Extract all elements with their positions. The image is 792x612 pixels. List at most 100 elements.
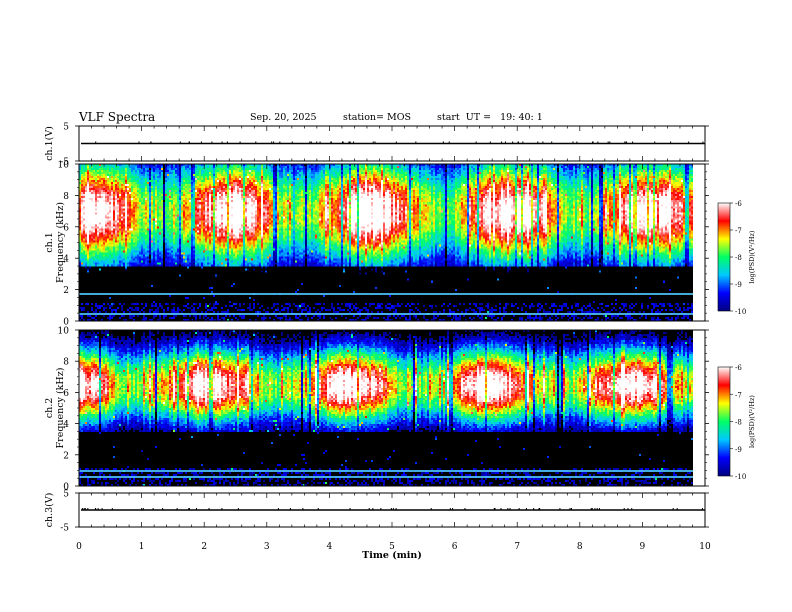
waveform-spike (226, 141, 228, 144)
ytick-label: 5 (63, 490, 69, 500)
ylabel: ch.2Frequency (kHz) (44, 368, 66, 449)
waveform-spike (211, 141, 213, 144)
waveform-spike (101, 508, 103, 510)
waveform-spike (395, 508, 397, 510)
xtick-label: 8 (577, 542, 583, 552)
waveform-spike (607, 141, 609, 144)
waveform-spike (392, 508, 394, 510)
colorbar-tick-label: -8 (735, 419, 742, 427)
waveform-spike (319, 141, 321, 144)
waveform-spike (255, 141, 257, 144)
waveform-spike (221, 508, 223, 510)
waveform-spike (342, 141, 344, 144)
waveform-spike (576, 141, 578, 144)
waveform-spike (195, 508, 197, 510)
waveform-spike (702, 141, 704, 144)
waveform-spike (452, 508, 454, 510)
waveform-spike (188, 508, 190, 510)
waveform-spike (632, 141, 634, 144)
colorbar-tick-label: -9 (735, 281, 742, 289)
waveform-spike (442, 141, 444, 144)
waveform-spike (654, 141, 656, 144)
xlabel: Time (min) (362, 550, 422, 561)
waveform-spike (464, 508, 466, 510)
xtick-label: 2 (201, 542, 207, 552)
ytick-label: 5 (63, 123, 69, 133)
waveform-spike (188, 141, 190, 144)
waveform-spike (494, 508, 496, 510)
waveform-spike (138, 141, 140, 144)
waveform-spike (374, 141, 376, 144)
waveform-spike (152, 508, 154, 510)
waveform-spike (572, 141, 574, 144)
waveform-spike (349, 508, 351, 510)
waveform-spike (330, 141, 332, 144)
waveform-spike (97, 508, 99, 510)
waveform-spike (518, 508, 520, 510)
waveform-spike (95, 141, 97, 144)
waveform-spike (509, 508, 511, 510)
colorbar-scale (717, 366, 731, 477)
waveform-spike (150, 141, 152, 144)
colorbar-tick-label: -8 (735, 254, 742, 262)
ytick-label: -5 (60, 524, 69, 534)
waveform-spike (208, 508, 210, 510)
waveform-spike (701, 508, 703, 510)
waveform-spike (559, 508, 561, 510)
waveform-spike (551, 141, 553, 144)
waveform-spike (349, 141, 351, 144)
waveform-spike (179, 141, 181, 144)
waveform-spike (141, 508, 143, 510)
waveform-spike (368, 508, 370, 510)
waveform-spike (188, 508, 190, 510)
waveform-spike (317, 508, 319, 510)
ytick-label: 0 (63, 318, 69, 328)
ytick-label: 8 (63, 358, 69, 368)
ytick-label: 4 (63, 255, 69, 265)
waveform-spike (594, 508, 596, 510)
panel-2 (78, 163, 706, 322)
waveform-spike (596, 508, 598, 510)
panel-4 (78, 492, 706, 528)
waveform-spike (111, 508, 113, 510)
waveform-spike (430, 508, 432, 510)
waveform-spike (277, 508, 279, 510)
colorbars: -6 -7 -8 -9 -10 log(PSD)(V²/Hz) -6 -7 -8 -9 -10 log… (717, 200, 756, 481)
ytick-label: 2 (63, 286, 69, 296)
ytick-label: 0 (63, 483, 69, 493)
waveform-spike (83, 508, 85, 510)
waveform-spike (94, 508, 96, 510)
spectrogram-image (79, 164, 693, 321)
panel-1 (78, 125, 706, 162)
waveform-spike (676, 508, 678, 510)
waveform-spike (591, 508, 593, 510)
waveform-spike (489, 141, 491, 144)
waveform-spike (475, 141, 477, 144)
waveform-spike (448, 141, 450, 144)
colorbar-tick-label: -7 (735, 227, 742, 235)
waveform-spike (631, 508, 633, 510)
colorbar-2: -6 -7 -8 -9 -10 log(PSD)(V²/Hz) (717, 364, 756, 481)
xtick-label: 1 (139, 542, 145, 552)
waveform-spike (239, 141, 241, 144)
waveform-spike (142, 508, 144, 510)
ylabel: ch.1(V) (44, 126, 55, 161)
ytick-label: 4 (63, 420, 69, 430)
ytick-label: -5 (60, 158, 69, 168)
ytick-label: 2 (63, 451, 69, 461)
ylabel: ch.1Frequency (kHz) (44, 202, 66, 283)
waveform-spike (598, 508, 600, 510)
waveform-spike (537, 141, 539, 144)
waveform-spike (626, 141, 628, 144)
waveform-spike (237, 508, 239, 510)
xtick-label: 10 (699, 542, 711, 552)
waveform-spike (590, 508, 592, 510)
xtick-label: 5 (389, 542, 395, 552)
ylabel: ch.3(V) (44, 493, 55, 528)
waveform-spike (672, 508, 674, 510)
xtick-label: 7 (514, 542, 520, 552)
waveform-spike (162, 508, 164, 510)
chart-title: VLF Spectra (79, 110, 156, 124)
waveform-spike (597, 141, 599, 144)
